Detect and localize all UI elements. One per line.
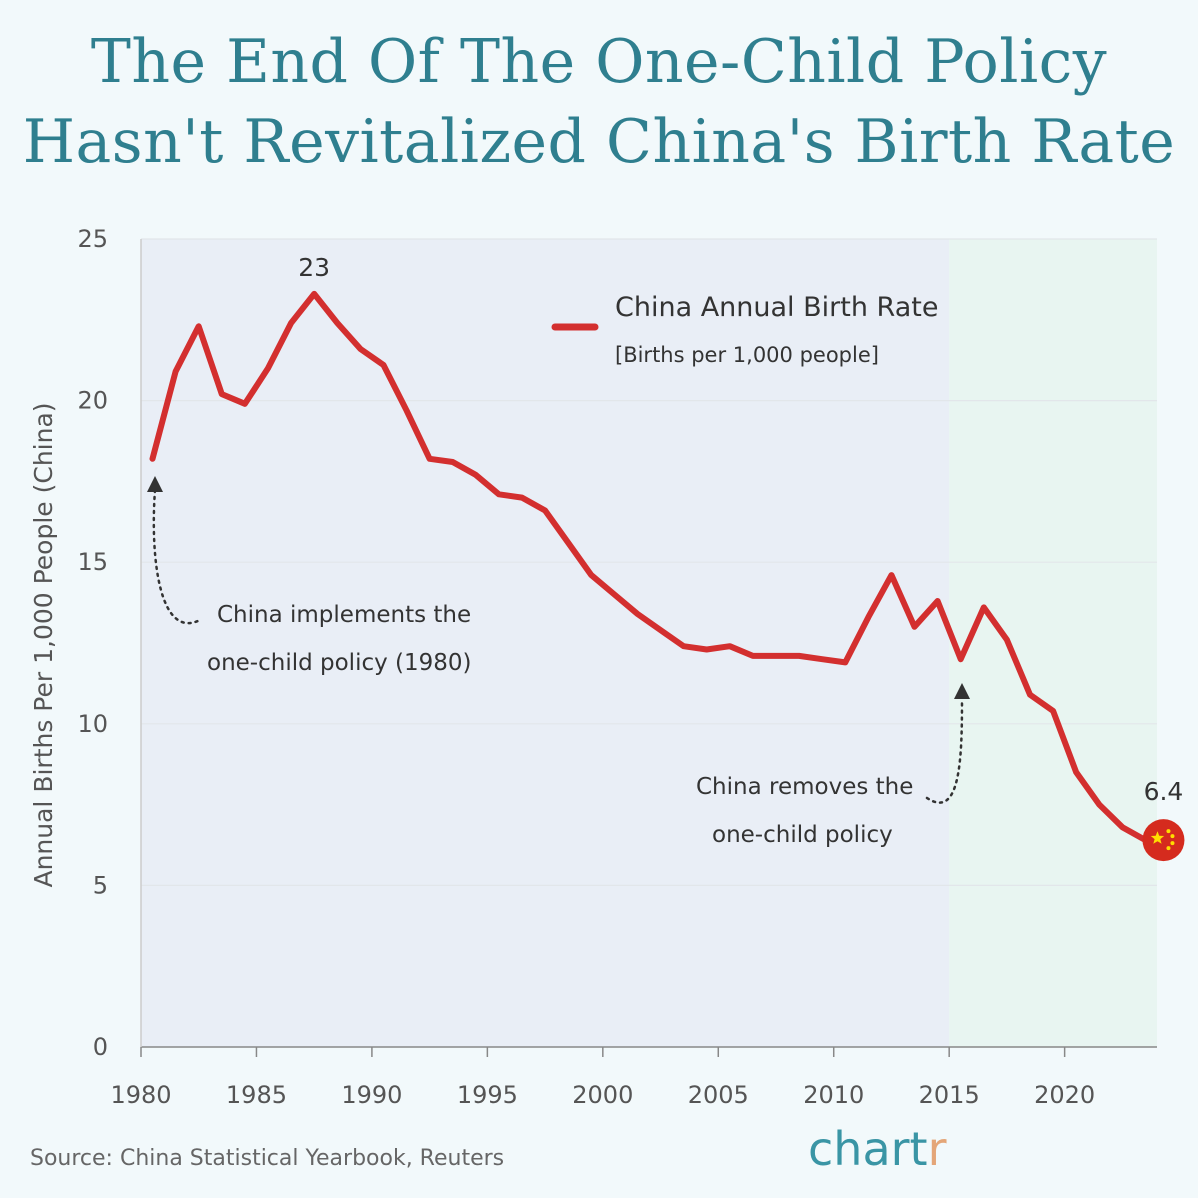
chartr-logo: chartr xyxy=(808,1122,947,1176)
logo-accent: r xyxy=(927,1122,947,1176)
legend-title: China Annual Birth Rate xyxy=(615,292,938,323)
series-line-birth-rate xyxy=(149,290,1149,844)
chart-title: The End Of The One-Child Policy Hasn't R… xyxy=(0,22,1198,182)
arrowhead-2015 xyxy=(954,683,970,699)
source-note: Source: China Statistical Yearbook, Reut… xyxy=(30,1146,505,1171)
y-tick-labels: 0 5 10 15 20 25 xyxy=(77,225,108,1061)
y-tick-25: 25 xyxy=(77,225,108,253)
annotation-1980-line-1: China implements the xyxy=(217,602,471,628)
x-tick-2005: 2005 xyxy=(688,1081,749,1109)
x-tick-2020: 2020 xyxy=(1034,1081,1095,1109)
x-tick-1990: 1990 xyxy=(341,1081,402,1109)
grid-lines xyxy=(141,238,1157,887)
y-tick-10: 10 xyxy=(77,710,108,738)
y-tick-0: 0 xyxy=(93,1033,108,1061)
shaded-region-0 xyxy=(141,239,950,1047)
annotation-arrow-1980 xyxy=(152,488,202,625)
shaded-region-1 xyxy=(949,239,1157,1047)
y-tick-20: 20 xyxy=(77,387,108,415)
logo-main: chart xyxy=(808,1122,928,1176)
y-tick-15: 15 xyxy=(77,548,108,576)
annotation-1980-line-2: one-child policy (1980) xyxy=(207,650,472,676)
legend-subtitle: [Births per 1,000 people] xyxy=(615,343,879,367)
y-axis-label: Annual Births Per 1,000 People (China) xyxy=(29,402,58,887)
title-line-2: Hasn't Revitalized China's Birth Rate xyxy=(22,107,1176,177)
x-tick-1995: 1995 xyxy=(457,1081,518,1109)
x-tick-1980: 1980 xyxy=(110,1081,171,1109)
x-tick-2015: 2015 xyxy=(919,1081,980,1109)
shaded-regions xyxy=(141,239,1157,1047)
x-tick-labels: 1980 1985 1990 1995 2000 2005 2010 2015 2020 xyxy=(110,1047,1095,1109)
china-flag-icon xyxy=(1142,819,1185,862)
y-tick-5: 5 xyxy=(93,871,108,899)
data-label-last: 6.4 xyxy=(1144,777,1184,806)
annotation-arrow-2015 xyxy=(925,698,964,804)
x-tick-2010: 2010 xyxy=(803,1081,864,1109)
annotation-2015-line-2: one-child policy xyxy=(712,822,893,848)
annotation-2015-line-1: China removes the xyxy=(696,774,913,800)
x-tick-2000: 2000 xyxy=(572,1081,633,1109)
x-tick-1985: 1985 xyxy=(226,1081,287,1109)
data-label-peak: 23 xyxy=(298,253,330,282)
title-line-1: The End Of The One-Child Policy xyxy=(90,27,1108,97)
arrowhead-1980 xyxy=(147,476,163,492)
